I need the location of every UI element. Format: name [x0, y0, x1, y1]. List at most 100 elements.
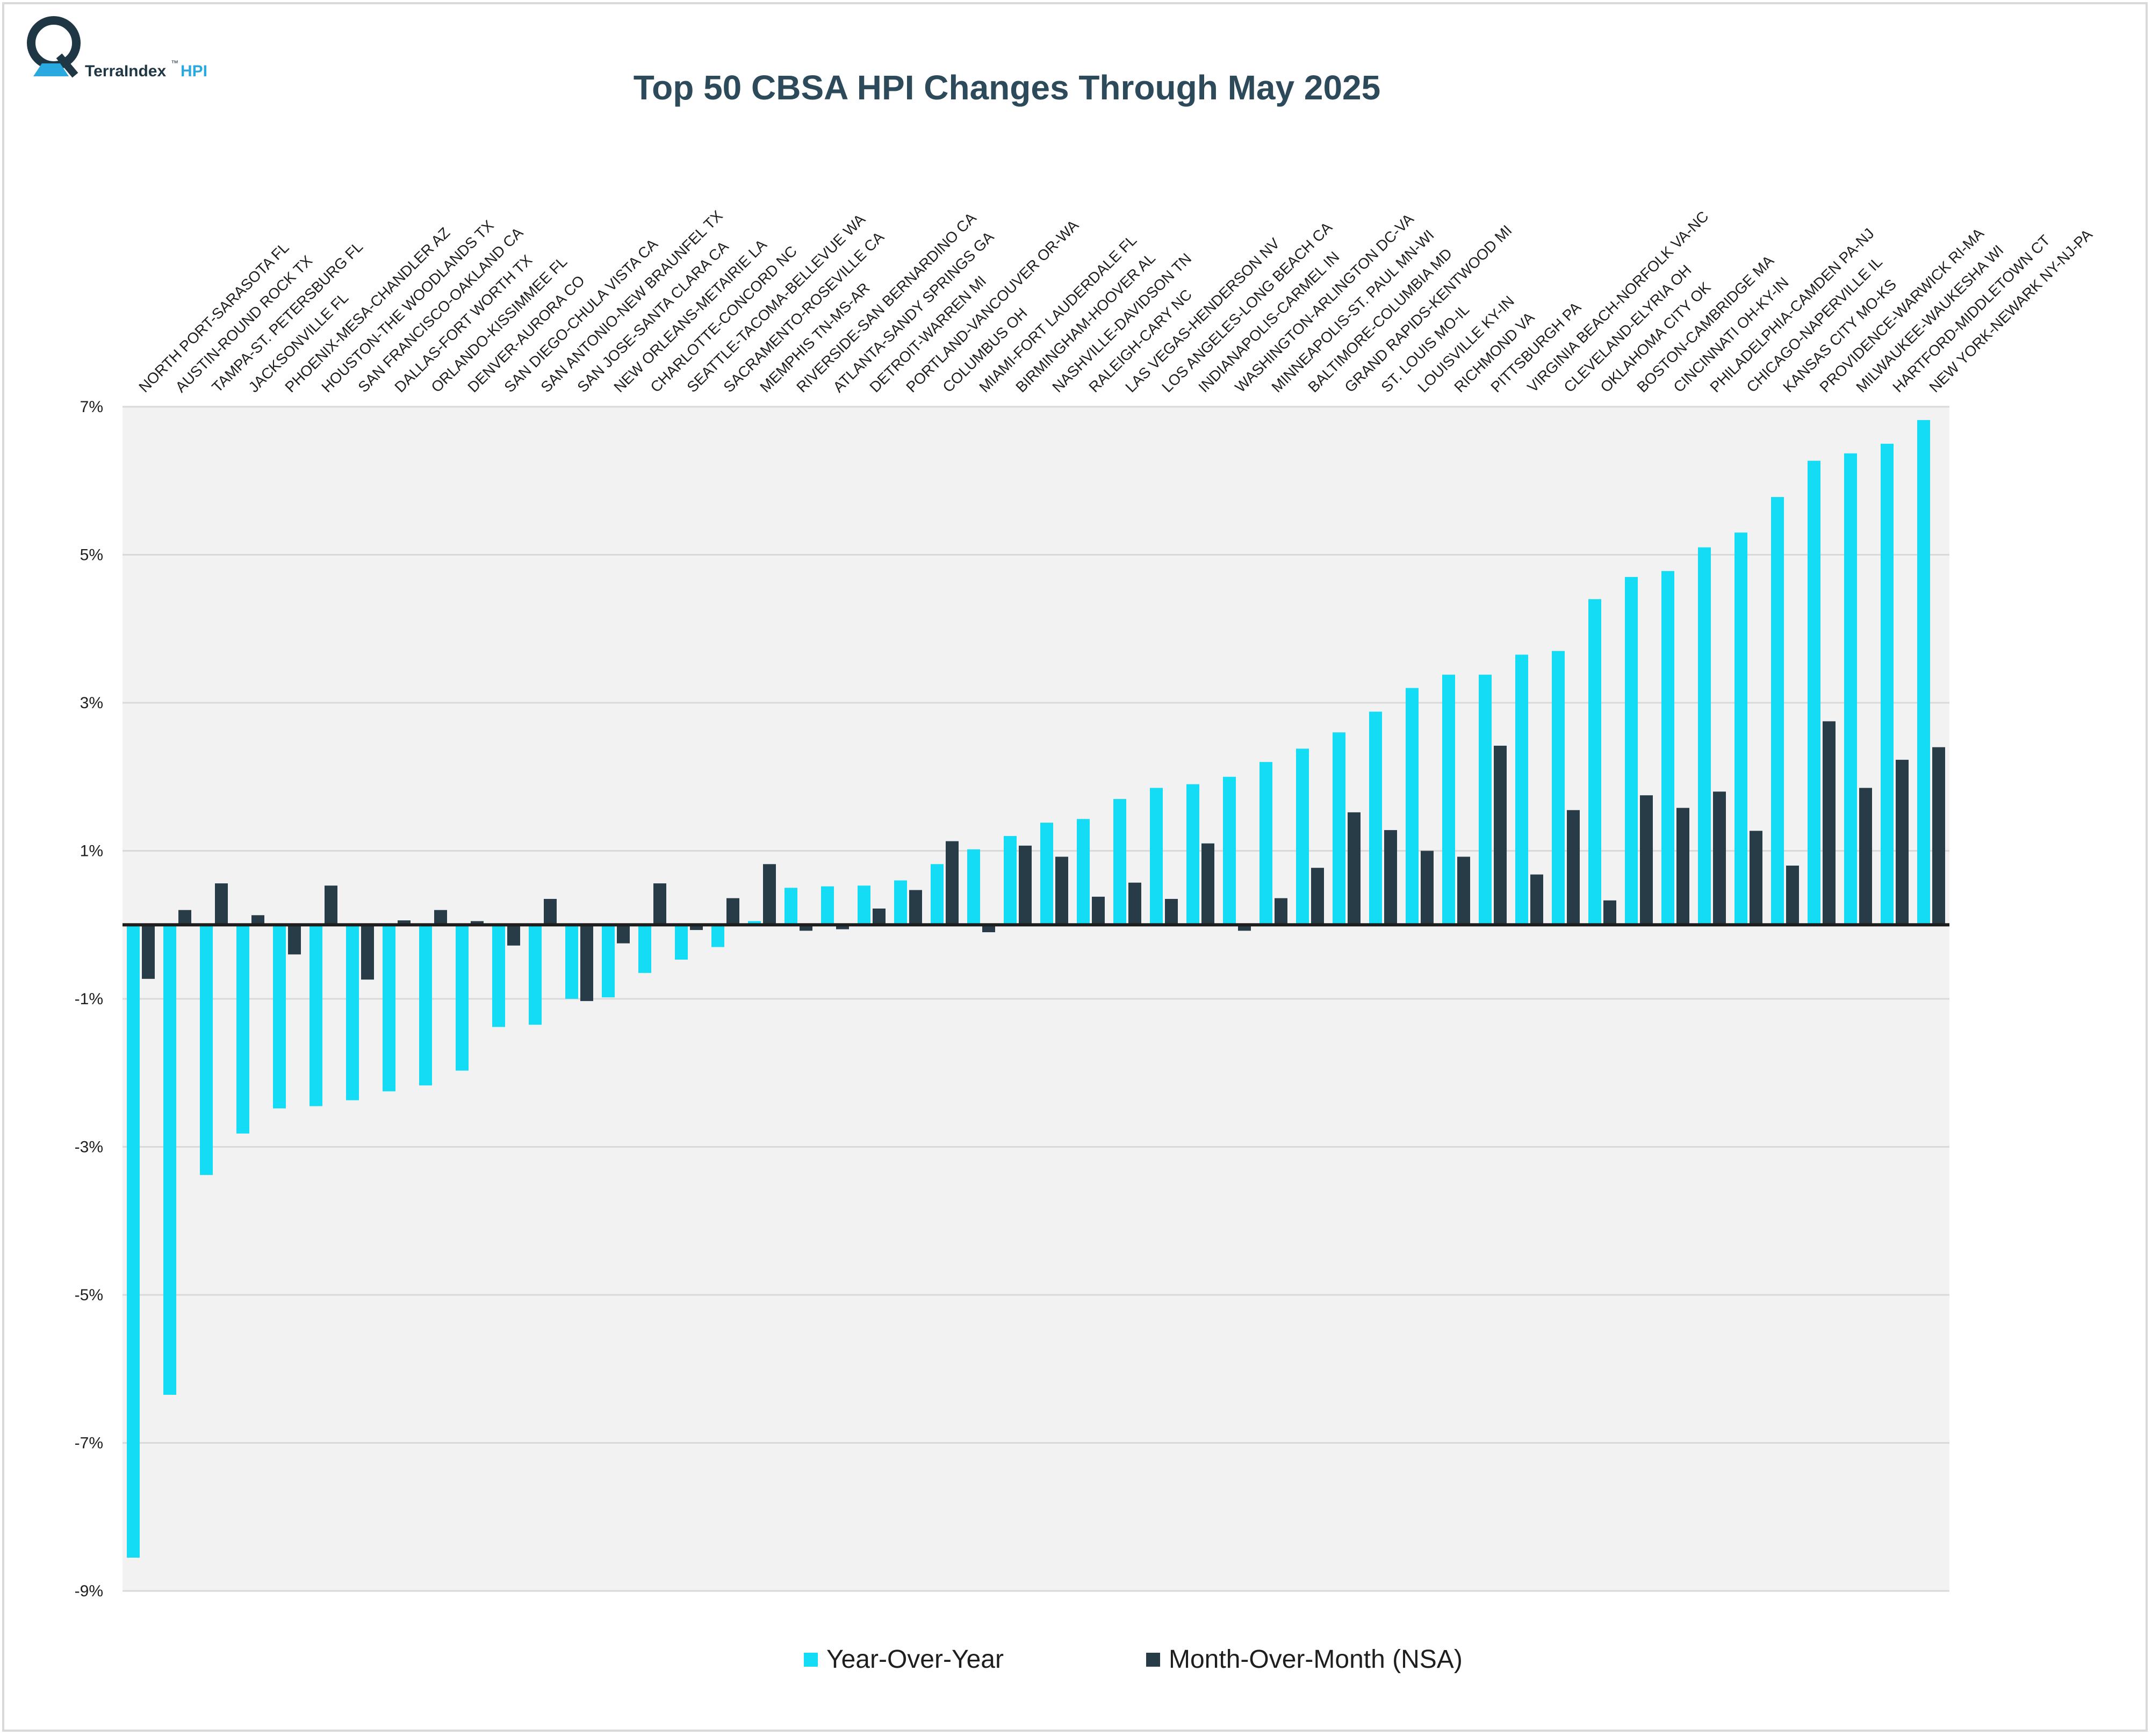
- bar-mom: [544, 899, 557, 925]
- bar-yoy: [748, 921, 761, 925]
- bar-mom: [1640, 795, 1653, 925]
- legend: Year-Over-Year Month-Over-Month (NSA): [804, 1645, 1463, 1674]
- bar-yoy: [236, 925, 249, 1134]
- bar-mom: [836, 925, 849, 930]
- y-axis-tick-labels: 7% 5% 3% 1% -1% -3% -5% -7% -9%: [75, 398, 103, 1600]
- bar-yoy: [419, 925, 432, 1086]
- bar-mom: [1457, 856, 1470, 925]
- bar-yoy: [127, 925, 140, 1558]
- bar-mom: [142, 925, 155, 979]
- bar-mom: [946, 841, 959, 925]
- bar-mom: [361, 925, 374, 980]
- bar-yoy: [1186, 784, 1199, 925]
- bar-mom: [471, 921, 484, 925]
- bar-yoy: [200, 925, 213, 1175]
- bar-yoy: [529, 925, 542, 1025]
- y-tick-label: 5%: [80, 546, 103, 564]
- y-tick-label: -9%: [75, 1582, 103, 1600]
- bar-yoy: [1588, 599, 1601, 925]
- bar-mom: [617, 925, 630, 943]
- bar-yoy: [273, 925, 286, 1108]
- logo-suffix: HPI: [181, 62, 207, 80]
- bar-mom: [580, 925, 593, 1002]
- chart-title: Top 50 CBSA HPI Changes Through May 2025: [634, 68, 1380, 107]
- category-label: HARTFORD-MIDDLETOWN CT: [1889, 232, 2053, 395]
- bar-mom: [1275, 898, 1287, 925]
- y-tick-label: -3%: [75, 1139, 103, 1156]
- bar-mom: [1201, 843, 1214, 925]
- bar-yoy: [1333, 732, 1345, 925]
- bar-yoy: [1259, 762, 1272, 925]
- series-month-over-month: [142, 721, 1945, 1002]
- bar-mom: [763, 864, 776, 925]
- bar-yoy: [1515, 654, 1528, 925]
- bar-yoy: [310, 925, 322, 1106]
- bar-mom: [251, 915, 264, 925]
- bar-mom: [1603, 900, 1616, 925]
- bar-mom: [1494, 745, 1507, 925]
- bar-yoy: [1808, 460, 1820, 925]
- legend-label-yoy: Year-Over-Year: [826, 1645, 1004, 1674]
- bar-mom: [1348, 812, 1361, 925]
- bar-yoy: [1734, 532, 1747, 925]
- bar-mom: [1896, 760, 1909, 925]
- bar-yoy: [1844, 453, 1857, 925]
- bar-mom: [726, 898, 739, 925]
- bar-yoy: [1698, 547, 1711, 925]
- bar-yoy: [456, 925, 469, 1071]
- bar-mom: [1165, 899, 1178, 925]
- legend-swatch-yoy: [804, 1653, 818, 1667]
- bar-yoy: [1771, 497, 1784, 925]
- bar-mom: [1384, 830, 1397, 925]
- bar-yoy: [1369, 711, 1382, 925]
- bar-yoy: [565, 925, 578, 999]
- bar-yoy: [784, 888, 797, 925]
- bar-yoy: [163, 925, 176, 1395]
- logo-q-icon: [27, 16, 81, 78]
- bar-mom: [982, 925, 995, 933]
- bar-mom: [178, 910, 191, 925]
- bar-yoy: [1113, 799, 1126, 925]
- bar-yoy: [894, 880, 907, 925]
- bar-mom: [325, 885, 337, 925]
- bar-mom: [1092, 896, 1105, 925]
- legend-label-mom: Month-Over-Month (NSA): [1169, 1645, 1463, 1674]
- bar-mom: [1055, 856, 1068, 925]
- bar-yoy: [711, 925, 724, 947]
- bar-mom: [1128, 882, 1141, 925]
- y-tick-label: 3%: [80, 694, 103, 712]
- y-tick-label: -7%: [75, 1435, 103, 1452]
- bar-mom: [1750, 831, 1762, 925]
- y-tick-label: -5%: [75, 1286, 103, 1304]
- bar-yoy: [931, 864, 944, 925]
- bar-yoy: [1661, 571, 1674, 925]
- bar-mom: [690, 925, 703, 930]
- bar-mom: [507, 925, 520, 946]
- legend-swatch-mom: [1146, 1653, 1160, 1667]
- bar-mom: [1238, 925, 1251, 931]
- bar-yoy: [821, 886, 834, 925]
- bar-yoy: [1625, 577, 1638, 925]
- bar-mom: [909, 890, 922, 925]
- bar-mom: [1019, 845, 1032, 925]
- bar-mom: [434, 910, 447, 925]
- bar-yoy: [638, 925, 651, 973]
- y-tick-label: 7%: [80, 398, 103, 416]
- bar-mom: [800, 925, 812, 931]
- bar-yoy: [602, 925, 615, 998]
- series-year-over-year: [127, 420, 1930, 1558]
- bar-yoy: [858, 885, 870, 925]
- bar-mom: [1932, 747, 1945, 925]
- bar-mom: [1421, 851, 1434, 925]
- bar-yoy: [1479, 674, 1492, 925]
- bar-mom: [653, 883, 666, 925]
- bar-yoy: [1004, 835, 1017, 925]
- bar-yoy: [967, 849, 980, 925]
- bar-yoy: [1077, 819, 1090, 925]
- bar-yoy: [346, 925, 359, 1100]
- bar-mom: [288, 925, 301, 955]
- bar-mom: [873, 908, 886, 925]
- bar-yoy: [1442, 674, 1455, 925]
